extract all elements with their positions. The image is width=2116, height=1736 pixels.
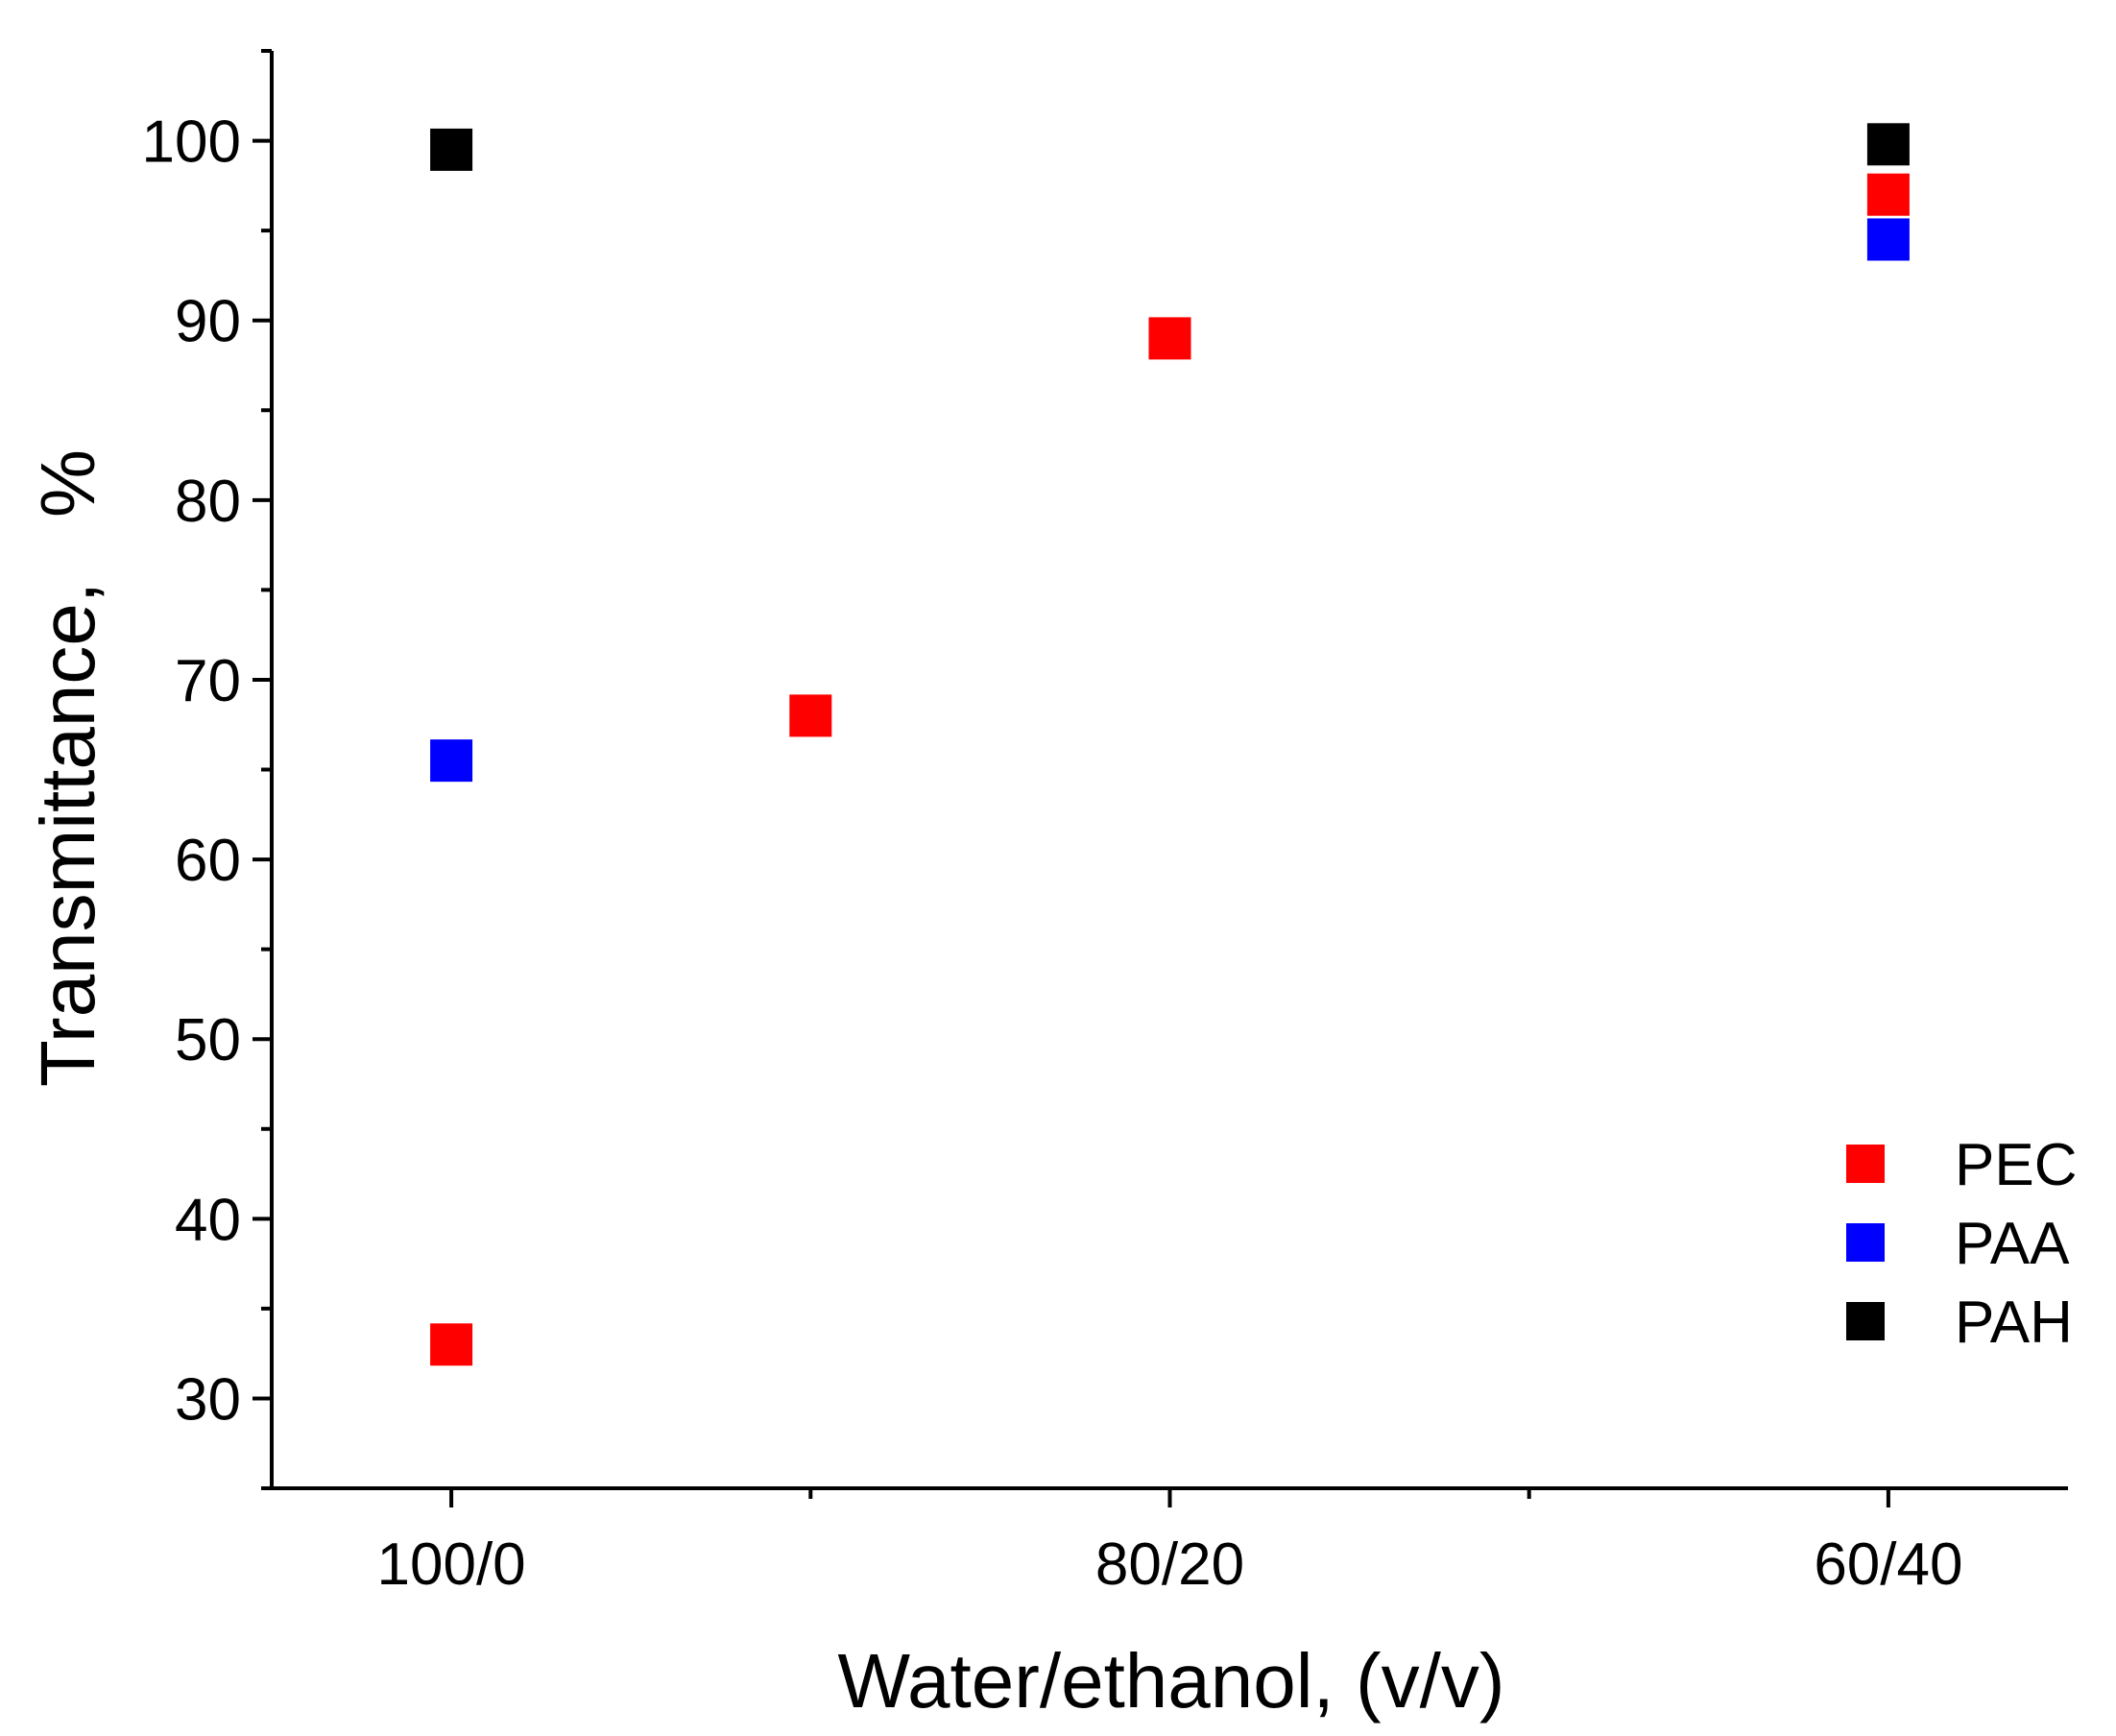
data-points	[430, 123, 1910, 1366]
y-tick-label: 100	[142, 109, 241, 176]
legend-swatch-paa	[1846, 1223, 1885, 1262]
legend-label-pah: PAH	[1955, 1290, 2073, 1356]
legend-label-paa: PAA	[1955, 1211, 2070, 1277]
y-tick-label: 60	[175, 828, 241, 894]
y-tick-label: 40	[175, 1187, 241, 1253]
data-point-paa	[1866, 218, 1910, 261]
data-point-pec	[1148, 317, 1191, 360]
legend: PEC PAA PAH	[1846, 1132, 2077, 1356]
data-point-pec	[430, 1323, 473, 1366]
legend-swatch-pah	[1846, 1302, 1885, 1340]
data-point-paa	[430, 739, 473, 783]
x-tick-label: 80/20	[1095, 1531, 1244, 1598]
y-tick-label: 80	[175, 469, 241, 535]
y-tick-label: 50	[175, 1007, 241, 1073]
y-tick-label: 90	[175, 289, 241, 355]
data-point-pec	[789, 694, 832, 737]
x-tick-label: 100/0	[377, 1531, 526, 1598]
x-axis-title: Water/ethanol, (v/v)	[837, 1638, 1504, 1724]
x-tick-label: 60/40	[1814, 1531, 1962, 1598]
legend-swatch-pec	[1846, 1145, 1885, 1183]
data-point-pah	[1866, 123, 1910, 166]
x-axis-ticks: 100/0 80/20 60/40	[377, 1488, 1962, 1598]
legend-label-pec: PEC	[1955, 1132, 2077, 1198]
y-tick-label: 30	[175, 1366, 241, 1433]
axes	[270, 51, 2068, 1490]
data-point-pah	[430, 128, 473, 171]
data-point-pec	[1866, 173, 1910, 216]
y-axis-title: Transmittance, %	[25, 449, 110, 1087]
y-tick-label: 70	[175, 648, 241, 714]
y-axis-ticks: 30 40 50 60 70 80 90 100	[142, 49, 272, 1490]
